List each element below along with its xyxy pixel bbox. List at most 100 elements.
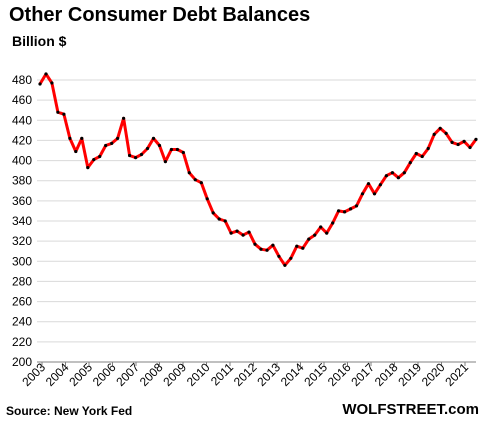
- data-point: [414, 151, 418, 156]
- data-point: [253, 242, 257, 246]
- chart-subtitle: Billion $: [12, 33, 67, 49]
- y-tick-label: 260: [12, 295, 32, 309]
- x-tick-label: 2011: [208, 360, 236, 388]
- data-point: [307, 237, 311, 241]
- data-point: [169, 147, 173, 152]
- data-point: [80, 136, 84, 140]
- data-point: [354, 204, 359, 208]
- data-point: [211, 211, 215, 215]
- data-point: [223, 219, 227, 223]
- x-tick-label: 2006: [90, 360, 119, 389]
- data-point: [62, 112, 66, 116]
- data-point: [402, 171, 406, 175]
- data-point: [271, 243, 275, 247]
- data-point: [396, 176, 400, 180]
- data-point: [74, 149, 78, 154]
- y-tick-label: 280: [12, 274, 32, 288]
- data-point: [199, 181, 203, 185]
- y-tick-label: 240: [12, 315, 32, 329]
- x-tick-label: 2020: [419, 360, 448, 389]
- data-point: [68, 136, 72, 140]
- data-point: [163, 160, 167, 164]
- data-point: [157, 143, 162, 148]
- data-point: [86, 166, 90, 170]
- data-point: [408, 161, 412, 165]
- y-axis-ticks: 200 220 240 260 280 300 320 340 360 380 400 420 440 4…: [12, 73, 32, 369]
- data-point: [289, 256, 293, 260]
- data-point: [128, 153, 132, 158]
- data-point: [110, 141, 114, 145]
- data-point: [366, 182, 371, 186]
- data-point: [277, 254, 281, 258]
- data-point: [38, 82, 42, 86]
- y-tick-label: 220: [12, 335, 32, 349]
- data-point: [313, 233, 317, 237]
- y-tick-label: 300: [12, 254, 32, 268]
- data-point: [337, 209, 341, 213]
- x-tick-label: 2017: [348, 360, 377, 389]
- data-point: [444, 131, 448, 135]
- data-point: [247, 230, 251, 234]
- data-point: [390, 171, 394, 175]
- data-point: [378, 183, 382, 187]
- y-tick-label: 380: [12, 174, 32, 188]
- gridlines: [37, 79, 476, 363]
- data-point: [50, 81, 54, 85]
- data-point: [420, 154, 424, 159]
- data-point: [151, 136, 156, 140]
- data-point: [241, 233, 245, 237]
- data-point: [295, 244, 299, 248]
- data-point: [56, 110, 60, 114]
- x-axis: 2003200420052006200720082009201020112012…: [19, 360, 476, 389]
- data-point: [468, 145, 472, 150]
- x-tick-label: 2005: [66, 360, 95, 389]
- data-point: [456, 142, 460, 147]
- data-point: [325, 231, 329, 235]
- data-point: [116, 136, 120, 140]
- data-point: [265, 248, 269, 252]
- y-tick-label: 480: [12, 73, 32, 87]
- data-point: [432, 132, 436, 136]
- y-tick-label: 320: [12, 234, 32, 248]
- x-tick-label: 2016: [325, 360, 354, 389]
- y-tick-label: 360: [12, 194, 32, 208]
- y-tick-label: 400: [12, 154, 32, 168]
- data-point: [349, 207, 353, 211]
- data-point: [122, 116, 126, 120]
- y-tick-label: 340: [12, 214, 32, 228]
- x-tick-label: 2014: [278, 360, 307, 389]
- data-point: [331, 221, 335, 225]
- data-point: [229, 231, 233, 235]
- data-point: [438, 126, 442, 130]
- data-point: [104, 143, 108, 148]
- data-point: [450, 140, 454, 144]
- data-point: [259, 247, 263, 251]
- source-note: Source: New York Fed: [6, 404, 133, 418]
- data-point: [426, 146, 430, 151]
- data-point: [145, 146, 150, 151]
- x-tick-label: 2007: [113, 360, 142, 389]
- data-point: [92, 158, 96, 162]
- data-point: [134, 156, 138, 160]
- data-point: [193, 178, 197, 182]
- x-tick-label: 2021: [442, 360, 471, 389]
- brand-label: WOLFSTREET.com: [342, 401, 479, 418]
- x-tick-label: 2004: [43, 360, 72, 389]
- data-point: [175, 147, 179, 152]
- data-point: [139, 152, 144, 157]
- x-tick-label: 2009: [160, 360, 189, 389]
- data-point: [217, 217, 221, 221]
- x-tick-label: 2008: [137, 360, 166, 389]
- data-point: [372, 192, 377, 196]
- series-layer: [38, 72, 478, 267]
- data-point: [474, 137, 478, 141]
- x-tick-label: 2018: [372, 360, 401, 389]
- y-tick-label: 440: [12, 113, 32, 127]
- series-line: [38, 72, 478, 267]
- x-tick-label: 2013: [254, 360, 283, 389]
- y-tick-label: 420: [12, 133, 32, 147]
- data-point: [44, 72, 48, 76]
- data-point: [301, 246, 305, 250]
- x-tick-label: 2019: [395, 360, 424, 389]
